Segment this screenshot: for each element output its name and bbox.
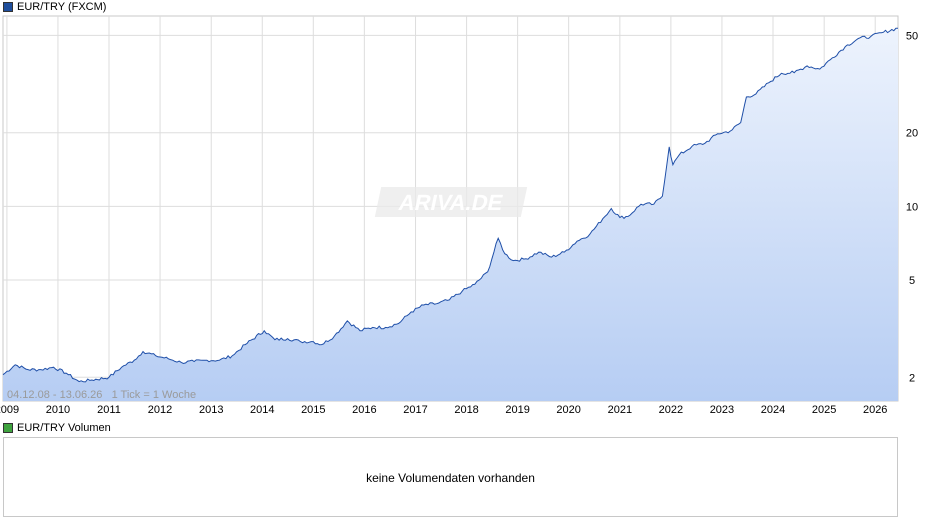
x-tick-label: 2026 (863, 404, 887, 416)
x-tick-label: 2013 (199, 404, 223, 416)
price-line (2, 27, 899, 383)
watermark: ARIVA.DE (374, 187, 528, 217)
x-tick-label: 2024 (761, 404, 785, 416)
x-tick-label: 2010 (46, 404, 70, 416)
volume-panel: keine Volumendaten vorhanden (3, 437, 898, 517)
x-tick-label: 2018 (454, 404, 478, 416)
y-axis-ticks: 2 5 10 20 50 (906, 30, 918, 384)
x-tick-label: 2012 (148, 404, 172, 416)
range-caption: 04.12.08 - 13.06.26 1 Tick = 1 Woche (7, 389, 196, 401)
watermark-text: ARIVA.DE (397, 190, 506, 215)
x-tick-label: 2023 (710, 404, 734, 416)
x-tick-label: 2011 (97, 404, 121, 416)
volume-empty-message: keine Volumendaten vorhanden (366, 471, 535, 485)
x-tick-label: 2015 (301, 404, 325, 416)
price-legend-label: EUR/TRY (FXCM) (17, 1, 107, 13)
x-axis-ticks: 2009 2010 2011 2012 2013 2014 2015 2016 2017 2018… (0, 404, 887, 416)
y-tick-label: 50 (906, 30, 918, 42)
y-tick-label: 2 (909, 372, 915, 384)
price-legend-swatch (3, 2, 13, 12)
price-area (3, 28, 898, 401)
y-tick-label: 20 (906, 128, 918, 140)
volume-legend: EUR/TRY Volumen (3, 421, 111, 435)
x-tick-label: 2020 (556, 404, 580, 416)
x-tick-label: 2025 (812, 404, 836, 416)
volume-legend-label: EUR/TRY Volumen (17, 422, 111, 434)
price-legend: EUR/TRY (FXCM) (3, 0, 106, 14)
x-tick-label: 2017 (403, 404, 427, 416)
x-tick-label: 2009 (0, 404, 19, 416)
x-tick-label: 2016 (352, 404, 376, 416)
x-tick-label: 2019 (505, 404, 529, 416)
y-tick-label: 10 (906, 201, 918, 213)
x-tick-label: 2022 (659, 404, 683, 416)
price-chart: ARIVA.DE 04.12.08 - 13.06.26 1 Tick = 1 … (0, 15, 918, 416)
volume-legend-swatch (3, 423, 13, 433)
x-tick-label: 2014 (250, 404, 274, 416)
y-tick-label: 5 (909, 275, 915, 287)
x-tick-label: 2021 (608, 404, 632, 416)
